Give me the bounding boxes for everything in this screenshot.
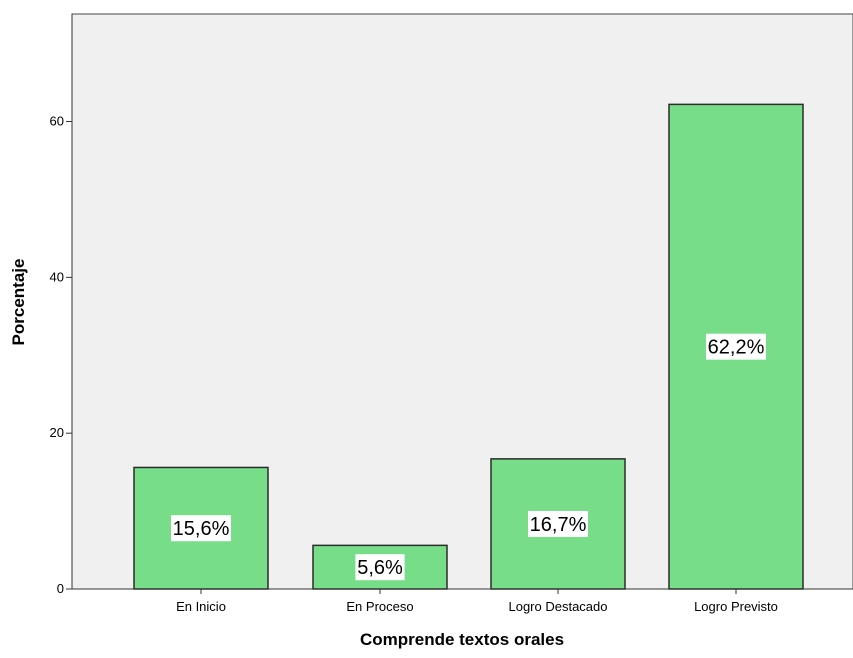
y-tick-label: 60: [50, 114, 64, 129]
data-label: 62,2%: [708, 337, 765, 359]
x-category-label: En Inicio: [176, 599, 226, 614]
data-label-group: 62,2%: [706, 333, 766, 360]
data-label-group: 15,6%: [171, 515, 231, 542]
data-label: 15,6%: [173, 518, 230, 540]
data-label: 16,7%: [530, 514, 587, 536]
data-label-group: 16,7%: [528, 510, 588, 537]
x-category-label: Logro Destacado: [508, 599, 607, 614]
data-label-group: 5,6%: [355, 554, 405, 581]
y-tick-label: 20: [50, 425, 64, 440]
data-labels-layer: 15,6% 5,6% 16,7% 62,2%: [171, 333, 766, 581]
y-tick-label: 0: [57, 581, 64, 596]
y-axis-title: Porcentaje: [9, 259, 28, 346]
data-label-box: [706, 333, 766, 360]
y-tick-label: 40: [50, 269, 64, 284]
data-label-box: [171, 515, 231, 542]
x-category-label: En Proceso: [346, 599, 413, 614]
x-axis-title: Comprende textos orales: [360, 630, 564, 649]
data-label-box: [528, 510, 588, 537]
data-label: 5,6%: [357, 557, 403, 579]
y-ticks-layer: 0 20 40 60: [50, 114, 72, 596]
x-category-label: Logro Previsto: [694, 599, 778, 614]
data-label-box: [355, 554, 405, 581]
x-categories-layer: En Inicio En Proceso Logro Destacado Logro …: [176, 589, 778, 614]
